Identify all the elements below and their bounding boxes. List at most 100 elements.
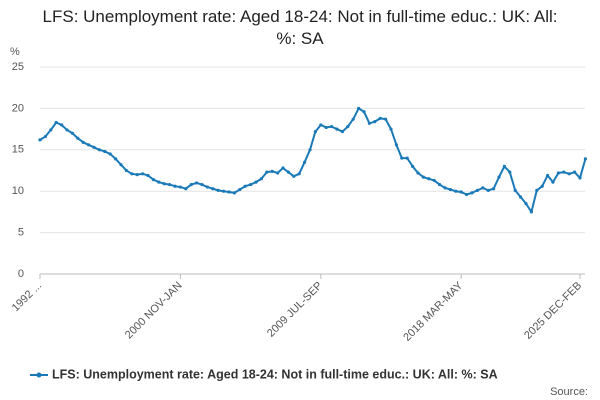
point (443, 186, 447, 190)
point (486, 188, 490, 192)
point (60, 123, 64, 127)
point (303, 160, 307, 164)
y-tick-label: 10 (12, 185, 24, 197)
y-tick-label: 25 (12, 61, 24, 73)
point (43, 134, 48, 139)
point (141, 172, 145, 176)
point (135, 173, 139, 177)
point (108, 152, 112, 156)
point (508, 170, 512, 174)
point (465, 192, 469, 197)
point (340, 129, 344, 134)
y-tick-label: 15 (12, 144, 24, 156)
point (119, 163, 123, 167)
point (227, 190, 231, 194)
source: Source: (550, 386, 588, 398)
point (324, 125, 328, 130)
point (567, 172, 571, 176)
point (259, 177, 263, 181)
point (232, 191, 236, 195)
point (373, 120, 377, 124)
point (168, 182, 172, 187)
point (367, 121, 371, 125)
point (502, 164, 506, 168)
point (540, 184, 544, 188)
point (513, 188, 517, 192)
point (432, 178, 436, 183)
point (87, 143, 91, 147)
point (384, 117, 388, 121)
point (529, 210, 534, 214)
point (335, 127, 339, 131)
x-tick-label: 2018 MAR-MAY (401, 279, 466, 344)
point (400, 156, 404, 160)
point (411, 164, 415, 168)
y-tick-label: 0 (18, 268, 24, 280)
point (200, 182, 204, 187)
x-tick-label: 1992 ... (10, 280, 44, 314)
point (330, 125, 334, 129)
point (151, 178, 155, 182)
point (319, 123, 323, 127)
point (157, 180, 161, 184)
legend-label: LFS: Unemployment rate: Aged 18-24: Not … (52, 367, 498, 381)
y-tick-label: 20 (12, 102, 24, 114)
point (535, 188, 539, 192)
point (238, 187, 242, 192)
point (184, 187, 188, 191)
point (459, 190, 463, 194)
point (416, 171, 420, 175)
point (195, 181, 199, 185)
point (243, 184, 247, 188)
point (130, 172, 134, 176)
point (76, 136, 80, 140)
point (378, 116, 382, 120)
point (313, 129, 317, 134)
y-axis-label: % (10, 46, 20, 58)
point (70, 131, 74, 135)
point (578, 176, 582, 180)
point (551, 180, 555, 184)
point (178, 185, 182, 189)
point (583, 157, 588, 161)
point (65, 128, 69, 132)
chart-title: LFS: Unemployment rate: Aged 18-24: Not … (42, 7, 558, 48)
point (405, 156, 409, 160)
point (362, 110, 366, 114)
point (481, 186, 485, 190)
x-tick-label: 2025 DEC-FEB (522, 280, 584, 342)
point (97, 148, 101, 152)
point (427, 177, 431, 181)
point (270, 169, 274, 173)
point (249, 182, 253, 187)
point (146, 173, 150, 178)
point (92, 145, 96, 149)
point (222, 189, 226, 193)
point (265, 170, 269, 174)
point (475, 188, 479, 192)
point (173, 184, 177, 188)
point (438, 182, 442, 187)
point (556, 171, 561, 175)
point (211, 187, 215, 191)
point (162, 182, 166, 186)
point (524, 202, 528, 206)
point (470, 191, 474, 195)
point (103, 149, 107, 154)
point (114, 157, 118, 161)
point (297, 172, 301, 176)
point (49, 128, 53, 132)
point (254, 180, 258, 184)
point (497, 175, 501, 179)
series-line (39, 107, 587, 213)
point (492, 187, 496, 191)
point (421, 175, 425, 179)
point (38, 138, 42, 142)
point (357, 106, 361, 110)
point (276, 171, 280, 175)
point (81, 140, 85, 144)
point (546, 173, 550, 178)
x-tick-label: 2000 NOV-JAN (123, 280, 185, 342)
point (394, 143, 398, 147)
